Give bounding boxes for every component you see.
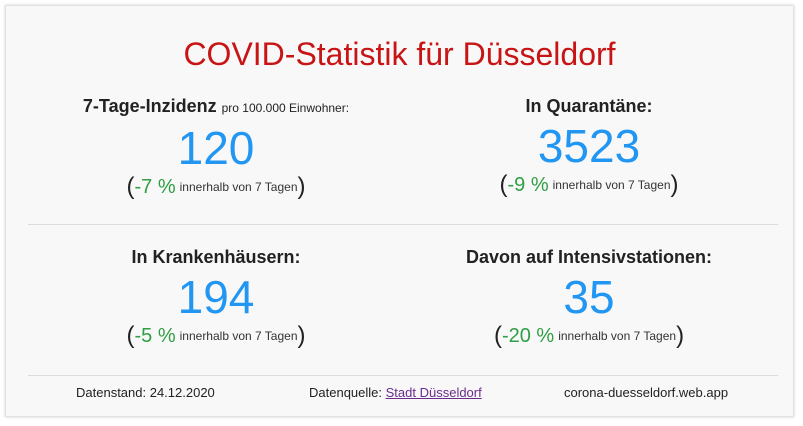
stat-hospital: In Krankenhäusern: 194 (-5 % innerhalb vo…: [31, 245, 401, 348]
stat-quarantine: In Quarantäne: 3523 (-9 % innerhalb von 7…: [404, 94, 774, 197]
footer-source-prefix: Datenquelle:: [309, 385, 382, 400]
stat-icu-change-period: innerhalb von 7 Tagen: [558, 328, 677, 343]
footer: Datenstand: 24.12.2020 Datenquelle: Stad…: [6, 381, 793, 405]
stats-card: COVID-Statistik für Düsseldorf 7-Tage-In…: [5, 5, 794, 417]
footer-site: corona-duesseldorf.web.app: [564, 385, 729, 400]
stat-quarantine-change-value: -9 %: [507, 173, 549, 196]
stat-incidence-label: 7-Tage-Inzidenz: [82, 96, 217, 116]
stat-hospital-change: (-5 % innerhalb von 7 Tagen): [126, 321, 306, 349]
stat-icu: Davon auf Intensivstationen: 35 (-20 % in…: [404, 245, 774, 348]
stat-hospital-label: In Krankenhäusern:: [131, 247, 301, 267]
divider-middle: [28, 224, 778, 225]
stat-incidence-change: (-7 % innerhalb von 7 Tagen): [126, 172, 306, 200]
stat-icu-change-value: -20 %: [501, 324, 555, 347]
stat-quarantine-change: (-9 % innerhalb von 7 Tagen): [499, 170, 679, 198]
footer-source-link[interactable]: Stadt Düsseldorf: [385, 385, 482, 400]
stat-incidence: 7-Tage-Inzidenz pro 100.000 Einwohner: 1…: [31, 94, 401, 199]
stat-icu-label: Davon auf Intensivstationen:: [465, 247, 713, 267]
stat-hospital-value: 194: [177, 271, 255, 323]
page-title: COVID-Statistik für Düsseldorf: [183, 36, 616, 72]
stat-incidence-change-period: innerhalb von 7 Tagen: [179, 179, 298, 194]
stat-incidence-change-value: -7 %: [134, 175, 176, 198]
stat-icu-change: (-20 % innerhalb von 7 Tagen): [493, 321, 685, 349]
stat-quarantine-change-period: innerhalb von 7 Tagen: [552, 177, 671, 192]
stat-quarantine-value: 3523: [537, 120, 641, 172]
footer-date: Datenstand: 24.12.2020: [76, 385, 215, 400]
stat-incidence-sublabel: pro 100.000 Einwohner:: [221, 101, 350, 115]
stat-icu-value: 35: [563, 271, 615, 323]
stat-quarantine-label: In Quarantäne:: [525, 96, 653, 116]
stat-incidence-value: 120: [177, 122, 255, 174]
stat-hospital-change-period: innerhalb von 7 Tagen: [179, 328, 298, 343]
divider-footer: [28, 375, 778, 376]
stat-hospital-change-value: -5 %: [134, 324, 176, 347]
footer-source: Datenquelle: Stadt Düsseldorf: [309, 385, 482, 400]
